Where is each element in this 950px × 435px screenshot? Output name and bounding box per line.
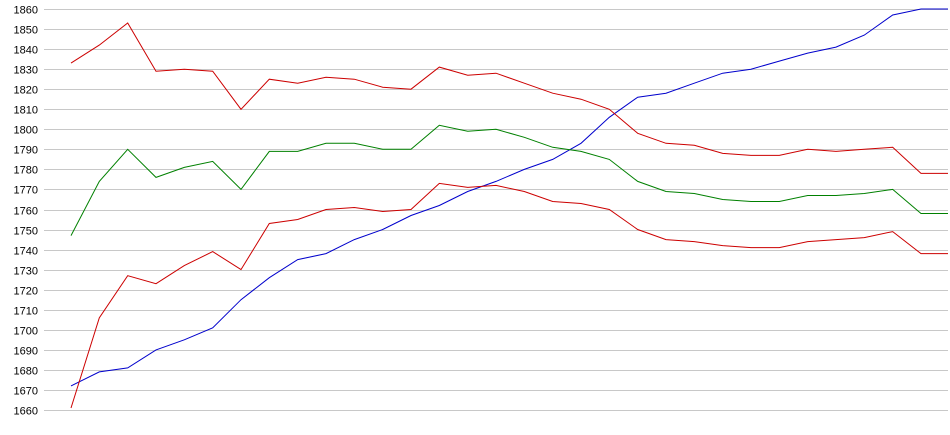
series-line-3: [70, 124, 948, 236]
y-tick-label: 1860: [14, 5, 38, 17]
y-tick-label: 1720: [14, 286, 38, 298]
y-tick-label: 1810: [14, 105, 38, 117]
y-tick-label: 1850: [14, 25, 38, 37]
y-tick-label: 1790: [14, 145, 38, 157]
y-tick-label: 1750: [14, 226, 38, 238]
y-tick-label: 1730: [14, 266, 38, 278]
y-tick-label: 1680: [14, 366, 38, 378]
y-tick-label: 1830: [14, 65, 38, 77]
gridlines: [44, 9, 948, 411]
y-tick-label: 1700: [14, 326, 38, 338]
y-tick-label: 1760: [14, 206, 38, 218]
series-lines: [70, 8, 948, 409]
y-axis-tick-labels: 1660 1670 1680 1690 1700 1710 1720 1730 1740 1750…: [14, 5, 38, 418]
y-tick-label: 1690: [14, 346, 38, 358]
y-tick-label: 1820: [14, 85, 38, 97]
y-tick-label: 1670: [14, 386, 38, 398]
y-tick-label: 1740: [14, 246, 38, 258]
y-tick-label: 1770: [14, 185, 38, 197]
y-tick-label: 1780: [14, 165, 38, 177]
series-line-1: [70, 8, 948, 387]
y-tick-label: 1660: [14, 406, 38, 418]
series-line-2: [70, 22, 948, 174]
y-tick-label: 1800: [14, 125, 38, 137]
y-tick-label: 1840: [14, 45, 38, 57]
series-line-4: [70, 182, 948, 409]
y-tick-label: 1710: [14, 306, 38, 318]
